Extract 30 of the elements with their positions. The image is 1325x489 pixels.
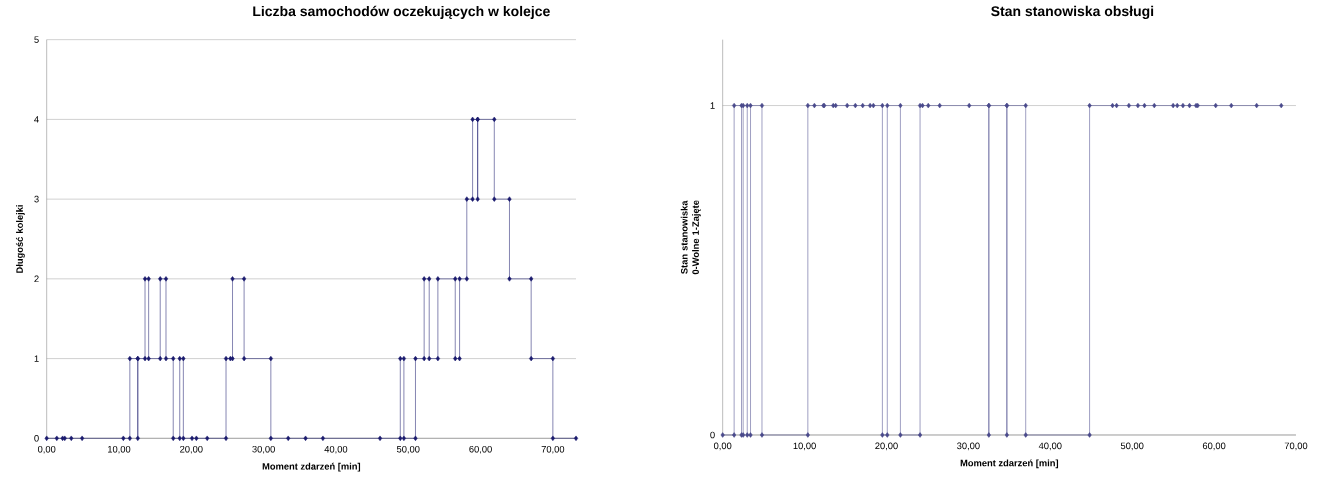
x-axis-title: Moment zdarzeń [min]: [960, 459, 1059, 469]
x-tick-label: 0,00: [713, 442, 732, 451]
x-tick-label: 50,00: [396, 445, 420, 454]
x-tick-label: 50,00: [1120, 442, 1144, 451]
x-tick-label: 60,00: [1202, 442, 1226, 451]
y-tick-label: 5: [34, 36, 39, 43]
y-tick-label: 1: [710, 102, 715, 109]
x-tick-label: 70,00: [1284, 442, 1308, 451]
x-tick-label: 20,00: [180, 445, 203, 454]
x-tick-label: 10,00: [793, 442, 816, 451]
x-tick-label: 20,00: [875, 442, 898, 451]
y-axis-title: Długość kolejki: [15, 205, 25, 273]
y-tick-label: 4: [34, 116, 39, 123]
y-tick-label: 3: [34, 195, 39, 203]
x-tick-label: 40,00: [324, 445, 348, 454]
x-tick-label: 70,00: [541, 445, 565, 454]
x-tick-label: 40,00: [1038, 442, 1062, 451]
x-tick-label: 10,00: [108, 445, 131, 454]
y-tick-label: 0: [710, 431, 715, 439]
x-tick-label: 60,00: [469, 445, 492, 454]
chart-title: Liczba samochodów oczekujących w kolejce: [253, 5, 550, 19]
x-axis-title: Moment zdarzeń [min]: [262, 462, 361, 472]
y-tick-label: 0: [34, 435, 39, 442]
x-tick-label: 0,00: [37, 445, 56, 454]
y-axis-title: Stan stanowiska 0-Wolne 1-Zajęte: [680, 200, 701, 275]
x-tick-label: 30,00: [957, 442, 980, 451]
y-tick-label: 1: [34, 355, 39, 362]
chart-title: Stan stanowiska obsługi: [991, 5, 1154, 19]
y-tick-label: 2: [34, 275, 39, 283]
x-tick-label: 30,00: [252, 445, 275, 454]
